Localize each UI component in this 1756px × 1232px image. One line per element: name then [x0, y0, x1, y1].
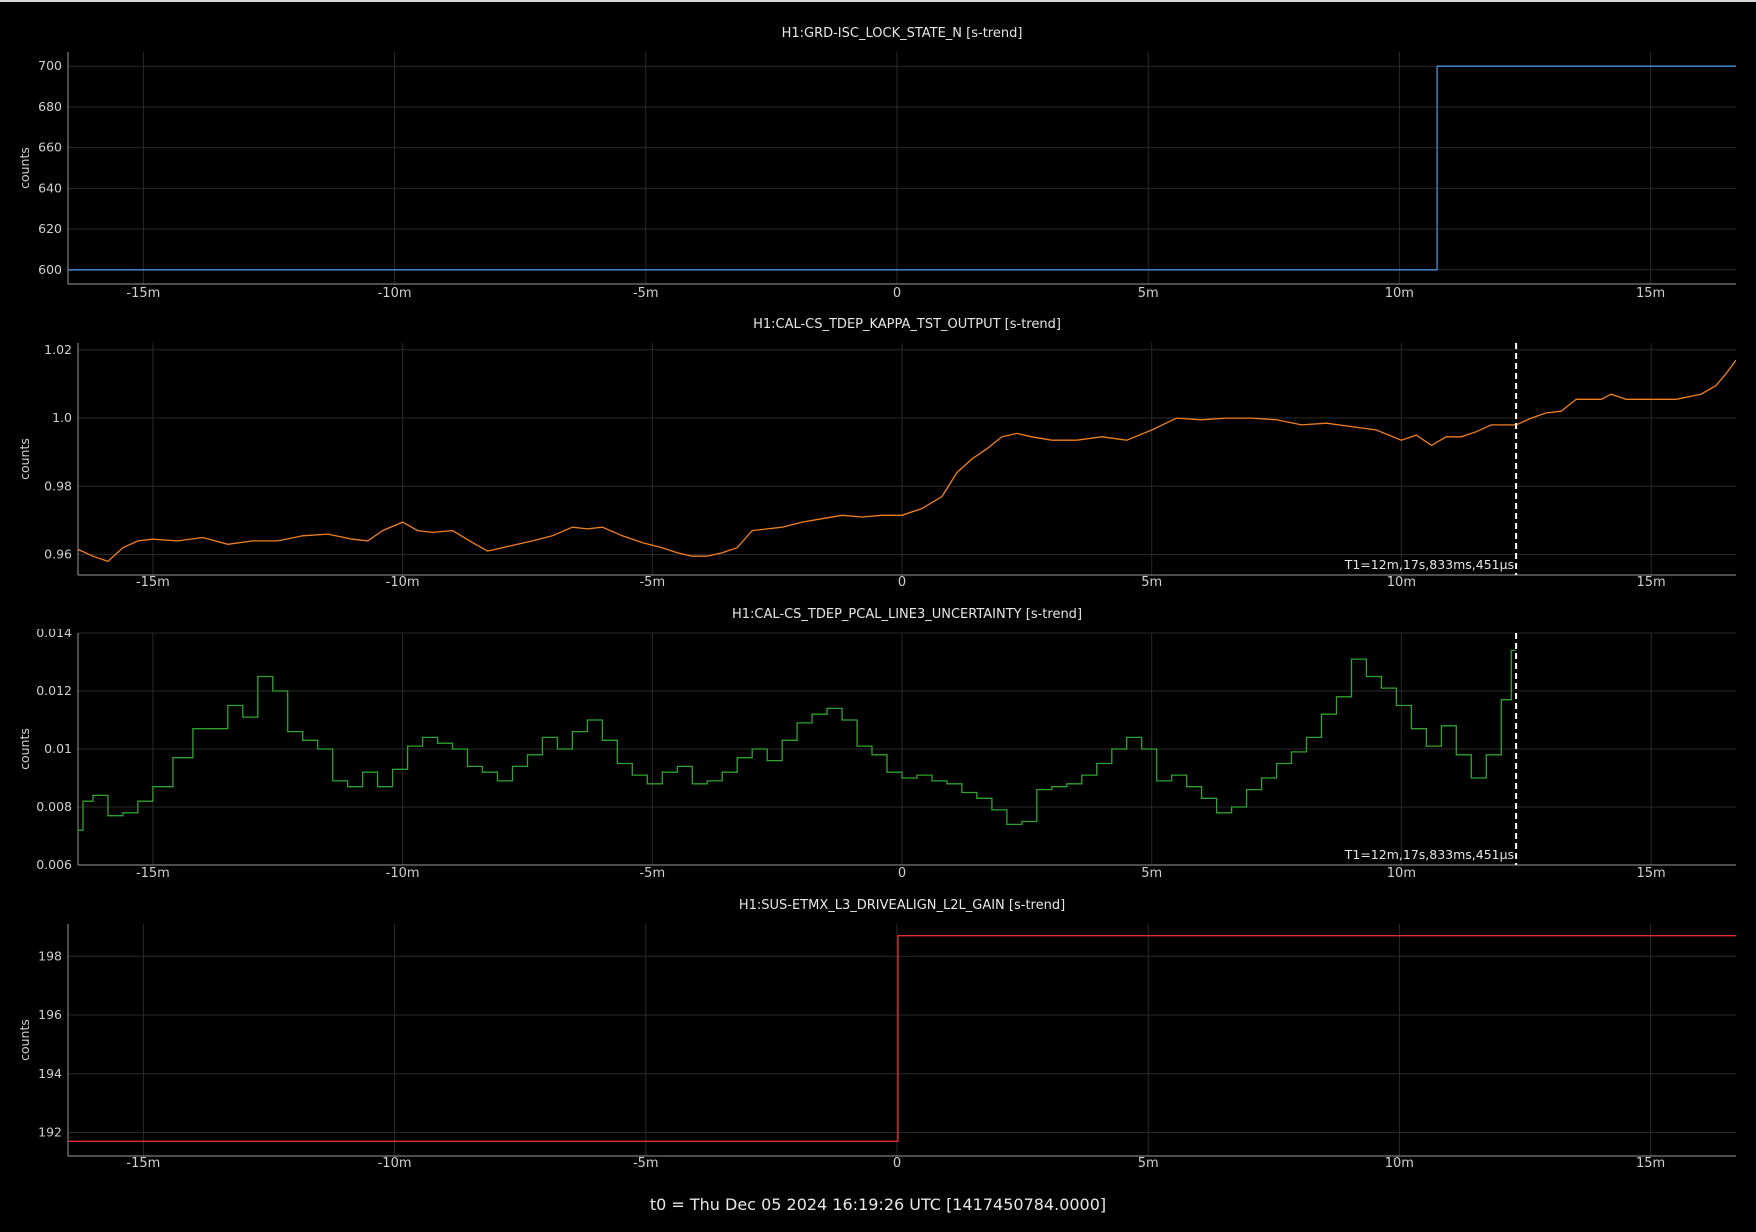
y-tick-label: 0.008: [36, 799, 72, 814]
x-tick-label: -15m: [136, 866, 170, 881]
y-axis-label: counts: [17, 1019, 32, 1061]
y-tick-label: 194: [38, 1066, 62, 1081]
x-tick-label: 10m: [1385, 286, 1414, 301]
y-axis-label: counts: [17, 438, 32, 480]
x-tick-label: 5m: [1138, 1156, 1159, 1171]
series-line: [68, 65, 1736, 271]
y-tick-label: 0.96: [44, 547, 72, 562]
y-tick-label: 192: [38, 1125, 62, 1140]
x-tick-label: 15m: [1636, 1156, 1665, 1171]
y-tick-label: 640: [38, 180, 62, 195]
y-axis-label: counts: [17, 147, 32, 189]
x-tick-label: 0: [898, 866, 906, 881]
x-tick-label: -5m: [639, 575, 665, 590]
x-tick-label: 15m: [1636, 575, 1665, 590]
x-tick-label: 0: [893, 286, 901, 301]
chart-title: H1:SUS-ETMX_L3_DRIVEALIGN_L2L_GAIN [s-tr…: [739, 898, 1065, 913]
x-tick-label: -5m: [633, 286, 659, 301]
x-tick-label: -5m: [639, 866, 665, 881]
x-tick-label: 15m: [1636, 286, 1665, 301]
t0-footer: t0 = Thu Dec 05 2024 16:19:26 UTC [14174…: [649, 1195, 1107, 1214]
x-tick-label: -10m: [386, 866, 420, 881]
y-tick-label: 198: [38, 948, 62, 963]
x-tick-label: 5m: [1138, 286, 1159, 301]
chart-title: H1:CAL-CS_TDEP_KAPPA_TST_OUTPUT [s-trend…: [753, 317, 1061, 332]
y-tick-label: 1.0: [52, 410, 72, 425]
cursor-label: T1=12m,17s,833ms,451µs: [1344, 557, 1514, 572]
x-tick-label: 0: [893, 1156, 901, 1171]
chart-panel-4: H1:SUS-ETMX_L3_DRIVEALIGN_L2L_GAIN [s-tr…: [17, 898, 1736, 1171]
y-tick-label: 620: [38, 221, 62, 236]
x-tick-label: 10m: [1387, 575, 1416, 590]
chart-panel-3: H1:CAL-CS_TDEP_PCAL_LINE3_UNCERTAINTY [s…: [17, 607, 1736, 881]
x-tick-label: -10m: [378, 286, 412, 301]
chart-title: H1:CAL-CS_TDEP_PCAL_LINE3_UNCERTAINTY [s…: [732, 607, 1082, 622]
y-axis-label: counts: [17, 728, 32, 770]
x-tick-label: 10m: [1385, 1156, 1414, 1171]
y-tick-label: 680: [38, 99, 62, 114]
chart-title: H1:GRD-ISC_LOCK_STATE_N [s-trend]: [782, 26, 1023, 41]
y-tick-label: 600: [38, 262, 62, 277]
cursor-label: T1=12m,17s,833ms,451µs: [1344, 847, 1514, 862]
x-tick-label: 5m: [1141, 866, 1162, 881]
y-tick-label: 196: [38, 1007, 62, 1022]
y-tick-label: 700: [38, 58, 62, 73]
y-tick-label: 660: [38, 140, 62, 155]
y-tick-label: 0.01: [44, 741, 72, 756]
x-tick-label: -15m: [136, 575, 170, 590]
series-line: [78, 359, 1736, 563]
y-tick-label: 0.98: [44, 478, 72, 493]
x-tick-label: -10m: [386, 575, 420, 590]
x-tick-label: 10m: [1387, 866, 1416, 881]
x-tick-label: 15m: [1636, 866, 1665, 881]
x-tick-label: 5m: [1141, 575, 1162, 590]
series-line: [78, 649, 1517, 831]
y-tick-label: 0.014: [36, 625, 72, 640]
x-tick-label: -10m: [378, 1156, 412, 1171]
x-tick-label: -15m: [126, 1156, 160, 1171]
y-tick-label: 0.006: [36, 857, 72, 872]
window-top-border: [0, 0, 1756, 2]
x-tick-label: -15m: [126, 286, 160, 301]
x-tick-label: -5m: [633, 1156, 659, 1171]
y-tick-label: 0.012: [36, 683, 72, 698]
x-tick-label: 0: [898, 575, 906, 590]
series-line: [68, 935, 1736, 1142]
chart-panel-2: H1:CAL-CS_TDEP_KAPPA_TST_OUTPUT [s-trend…: [17, 317, 1736, 590]
chart-panel-1: H1:GRD-ISC_LOCK_STATE_N [s-trend] -15m -10…: [17, 26, 1736, 301]
y-tick-label: 1.02: [44, 342, 72, 357]
